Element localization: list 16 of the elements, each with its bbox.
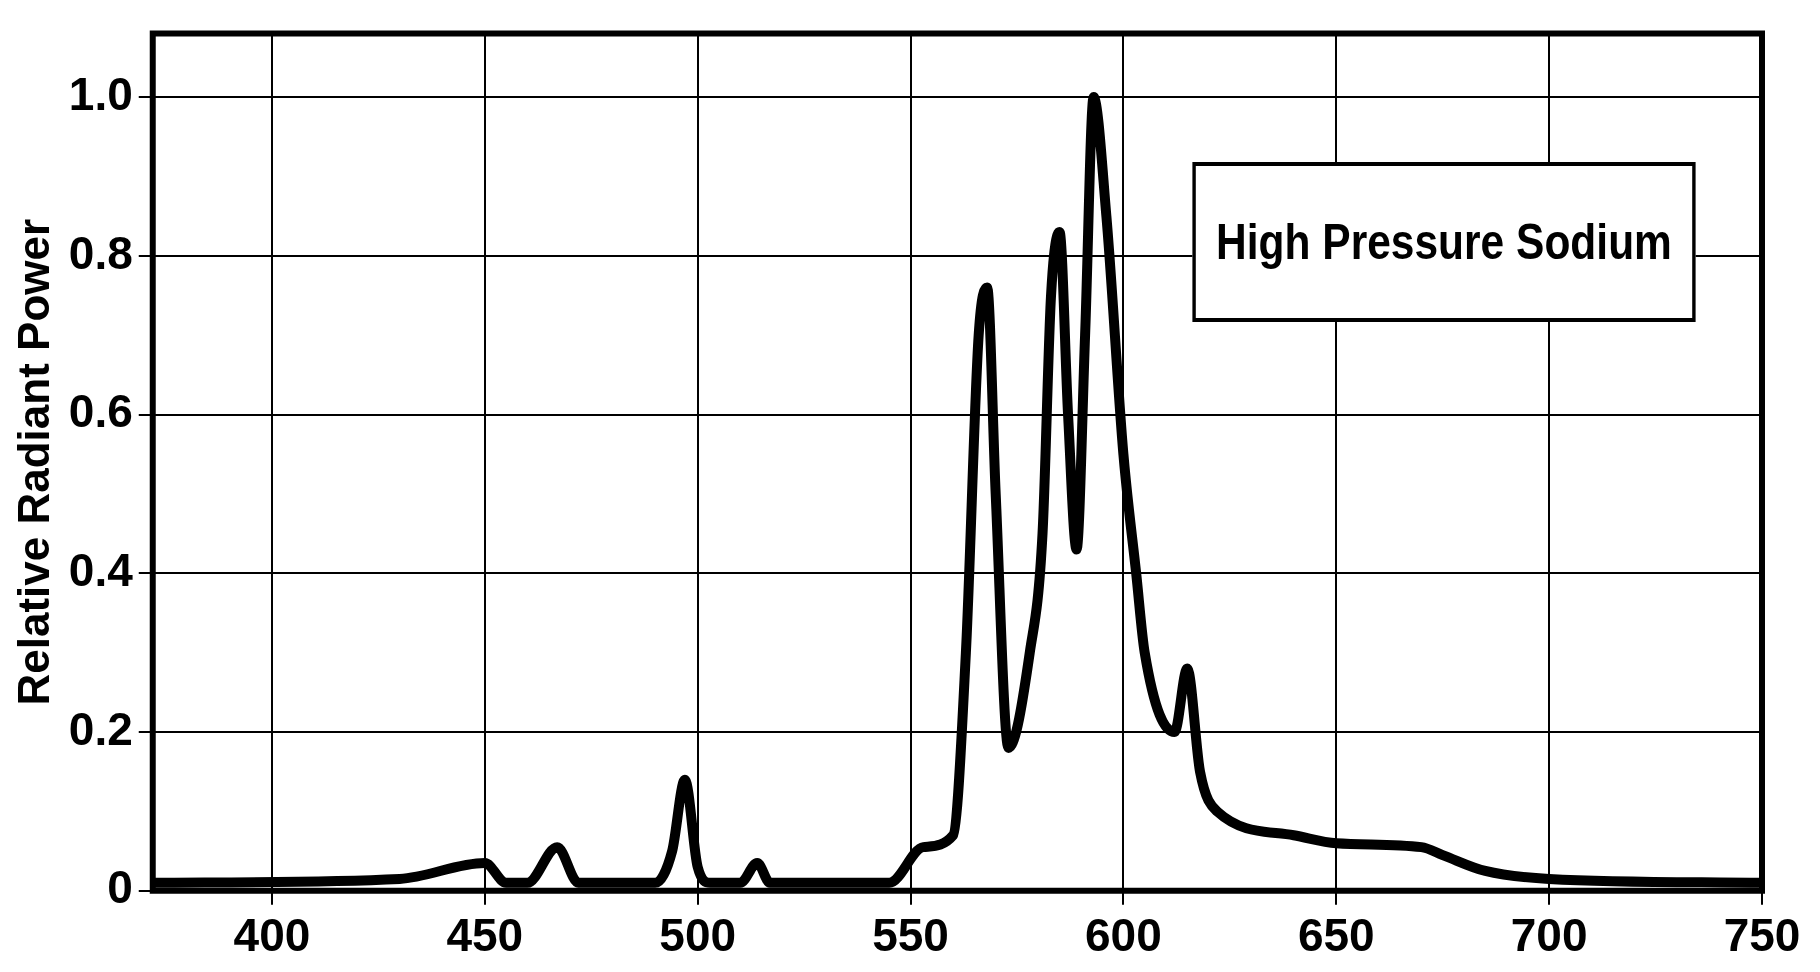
- y-tick-label: 0.8: [68, 226, 133, 279]
- x-tick-label: 450: [446, 909, 524, 962]
- x-tick-label: 400: [233, 909, 311, 962]
- x-tick-label: 650: [1297, 909, 1375, 962]
- x-tick-label: 550: [872, 909, 949, 962]
- y-tick-label: 0.2: [68, 702, 133, 755]
- y-tick-label: 0: [107, 861, 133, 914]
- x-tick-label: 600: [1085, 909, 1162, 962]
- annotation: High Pressure Sodium: [1192, 162, 1696, 322]
- y-tick-label: 1.0: [68, 67, 133, 120]
- y-axis-title: Relative Radiant Power: [8, 218, 58, 706]
- y-tick-label: 0.4: [68, 544, 134, 597]
- x-tick-label: 500: [659, 909, 737, 962]
- y-tick-label: 0.6: [68, 385, 133, 438]
- x-tick-label: 750: [1723, 909, 1801, 962]
- x-tick-label: 700: [1510, 909, 1588, 962]
